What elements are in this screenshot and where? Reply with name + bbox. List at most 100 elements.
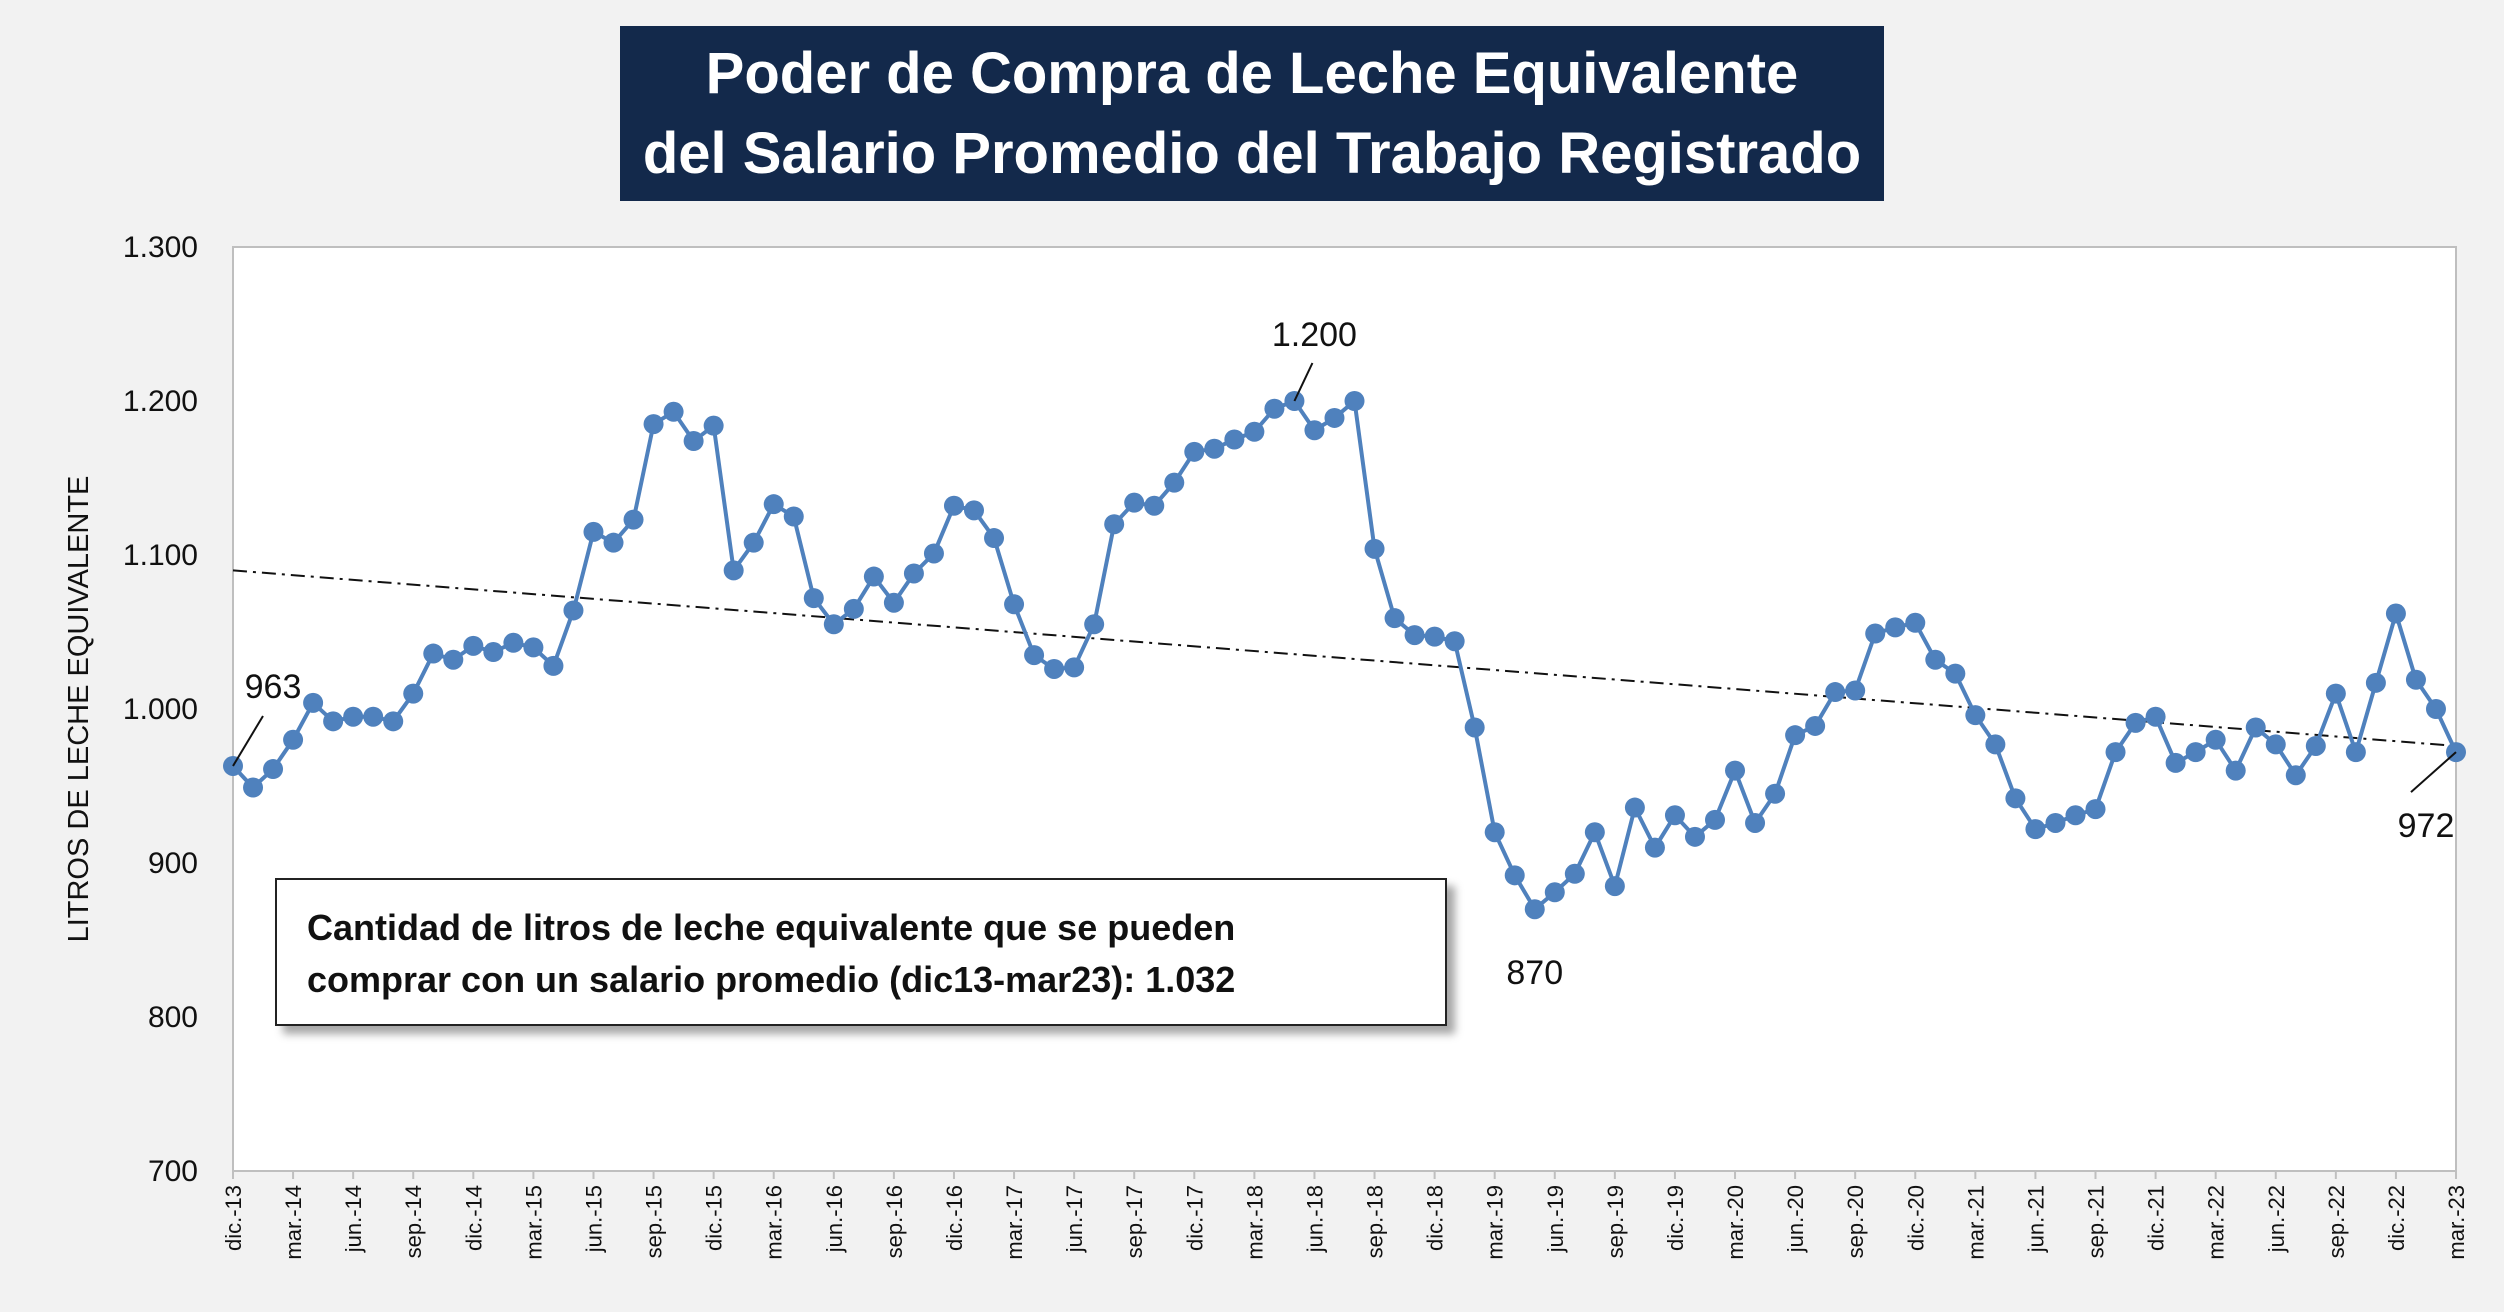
- data-point: [2045, 812, 2066, 833]
- data-point: [443, 649, 464, 670]
- x-tick-label: sep.-18: [1363, 1185, 1388, 1258]
- x-tick-label: sep.-14: [401, 1185, 426, 1258]
- x-tick-label: jun.-22: [2264, 1185, 2289, 1253]
- x-tick-label: dic.-22: [2384, 1185, 2409, 1251]
- data-point: [263, 759, 284, 780]
- chart-title-line2: del Salario Promedio del Trabajo Registr…: [642, 120, 1862, 186]
- data-point: [2125, 712, 2146, 733]
- data-point: [1484, 822, 1505, 843]
- data-point: [2005, 788, 2026, 809]
- x-tick-label: mar.-23: [2444, 1185, 2469, 1260]
- x-tick-label: mar.-14: [281, 1185, 306, 1260]
- data-point: [783, 506, 804, 527]
- data-point: [1264, 398, 1285, 419]
- annotations: 963 1.200 870 972: [232, 316, 2457, 992]
- x-tick-label: dic.-20: [1903, 1185, 1928, 1251]
- data-point: [363, 706, 384, 727]
- x-tick-label: sep.-19: [1603, 1185, 1628, 1258]
- data-point: [243, 777, 264, 798]
- data-point: [803, 588, 824, 609]
- data-point: [1344, 391, 1365, 411]
- x-tick-label: dic.-13: [221, 1185, 246, 1251]
- x-tick-label: dic.-17: [1182, 1185, 1207, 1251]
- x-tick-label: sep.-20: [1843, 1185, 1868, 1258]
- y-axis-label: LITROS DE LECHE EQUIVALENTE: [63, 476, 95, 943]
- data-point: [1404, 625, 1425, 646]
- trend-line: [232, 569, 2457, 747]
- annotation-label: 963: [245, 668, 302, 706]
- info-box-line2: comprar con un salario promedio (dic13-m…: [307, 959, 1236, 1000]
- data-point: [984, 528, 1005, 549]
- data-point: [1765, 783, 1786, 804]
- data-point: [1444, 631, 1465, 652]
- data-point: [583, 521, 604, 542]
- data-point: [1104, 514, 1125, 535]
- data-point: [523, 637, 544, 658]
- x-tick-label: sep.-16: [882, 1185, 907, 1258]
- data-point: [863, 566, 884, 587]
- data-point: [1364, 538, 1385, 559]
- data-point: [1905, 612, 1926, 633]
- x-tick-label: jun.-15: [581, 1185, 606, 1253]
- info-box: Cantidad de litros de leche equivalente …: [275, 878, 1447, 1026]
- data-point: [1524, 899, 1545, 920]
- plot-area: [232, 246, 2457, 1172]
- data-point: [1004, 594, 1025, 615]
- data-point: [883, 592, 904, 613]
- annotation-label: 1.200: [1272, 316, 1357, 354]
- data-point: [543, 655, 564, 676]
- data-point: [1184, 441, 1205, 462]
- data-point: [703, 415, 724, 436]
- data-point: [1304, 420, 1325, 441]
- x-tick-label: mar.-22: [2204, 1185, 2229, 1260]
- x-tick-label: jun.-19: [1543, 1185, 1568, 1253]
- data-point: [1604, 876, 1625, 897]
- x-tick-label: mar.-16: [762, 1185, 787, 1260]
- data-point: [343, 706, 364, 727]
- data-point: [2345, 742, 2366, 763]
- x-tick-label: dic.-15: [702, 1185, 727, 1251]
- x-tick-label: mar.-15: [521, 1185, 546, 1260]
- x-tick-label: jun.-20: [1783, 1185, 1808, 1253]
- data-point: [2225, 760, 2246, 781]
- x-axis: dic.-13 mar.-14 jun.-14 sep.-14 dic.-14 mar.-…: [221, 1171, 2469, 1260]
- data-point: [1725, 760, 1746, 781]
- data-point: [743, 532, 764, 553]
- data-point: [1464, 717, 1485, 738]
- x-tick-label: dic.-16: [942, 1185, 967, 1251]
- y-tick-label: 700: [148, 1155, 198, 1188]
- data-point: [283, 729, 304, 750]
- data-point: [2165, 752, 2186, 773]
- data-point: [843, 598, 864, 619]
- x-tick-label: mar.-18: [1242, 1185, 1267, 1260]
- data-point: [1624, 797, 1645, 818]
- data-point: [1204, 438, 1225, 459]
- data-point: [2085, 799, 2106, 820]
- data-point: [603, 532, 624, 553]
- data-point: [623, 509, 644, 530]
- data-point: [2425, 699, 2446, 719]
- data-point: [2385, 603, 2406, 624]
- y-tick-label: 1.100: [123, 539, 198, 572]
- chart-title-line1: Poder de Compra de Leche Equivalente: [705, 40, 1799, 106]
- data-point: [1785, 725, 1806, 746]
- data-point: [1244, 421, 1265, 442]
- data-point: [503, 632, 524, 653]
- data-point: [923, 543, 944, 564]
- data-point: [1925, 649, 1946, 670]
- data-point: [1945, 663, 1966, 684]
- info-box-line1: Cantidad de litros de leche equivalente …: [307, 907, 1236, 948]
- data-point: [663, 401, 684, 422]
- data-point: [2065, 805, 2086, 826]
- x-tick-label: dic.-14: [461, 1185, 486, 1251]
- y-axis: 700 800 900 1.000 1.100 1.200 1.300: [123, 231, 198, 1188]
- data-point: [423, 643, 444, 664]
- data-point: [323, 711, 344, 732]
- data-point: [2025, 819, 2046, 840]
- data-point: [1424, 626, 1445, 647]
- data-point: [2365, 672, 2386, 693]
- x-tick-label: jun.-16: [822, 1185, 847, 1253]
- data-point: [2145, 706, 2166, 727]
